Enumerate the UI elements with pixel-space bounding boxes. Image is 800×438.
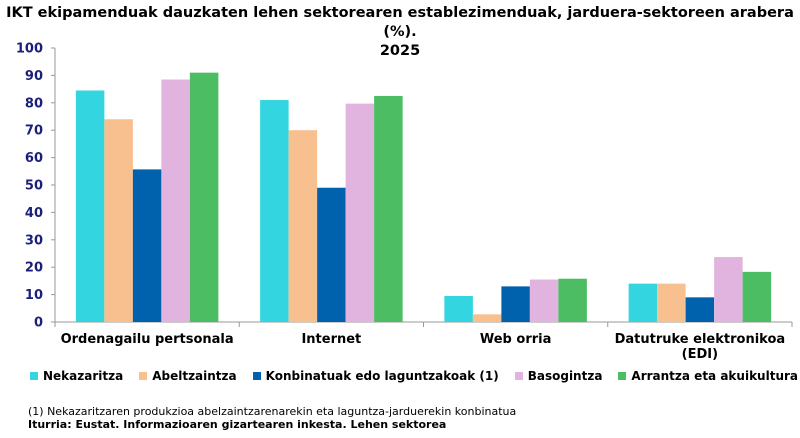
legend-label: Nekazaritza [43, 369, 124, 383]
legend-swatch [252, 372, 261, 380]
bar [501, 286, 530, 322]
bar [161, 79, 190, 322]
y-tick-label: 10 [25, 288, 43, 303]
bar [742, 271, 772, 322]
legend-item: Nekazaritza [30, 369, 123, 383]
legend-item: Abeltzaintza [139, 369, 237, 383]
y-tick-label: 70 [25, 124, 43, 139]
bar [317, 187, 346, 322]
chart-title: IKT ekipamenduak dauzkaten lehen sektore… [0, 4, 800, 61]
y-tick-label: 40 [25, 206, 43, 221]
legend-swatch [30, 372, 38, 380]
bar [288, 130, 318, 322]
bar [714, 257, 743, 322]
bar [345, 103, 375, 322]
x-category-label: (EDI) [682, 347, 718, 362]
y-tick-label: 50 [25, 179, 43, 194]
y-tick-label: 0 [34, 316, 43, 331]
bar [132, 169, 162, 322]
legend-swatch [139, 372, 148, 380]
legend-item: Arrantza eta akuikultura [618, 369, 798, 383]
bar [260, 100, 289, 322]
footnote: (1) Nekazaritzaren produkzioa abelzaintz… [28, 405, 517, 418]
y-tick-label: 20 [25, 261, 43, 276]
legend-label: Arrantza eta akuikultura [631, 369, 798, 383]
legend-item: Basogintza [514, 369, 603, 383]
chart-title-line-2: 2025 [379, 43, 421, 59]
x-category-label: Ordenagailu pertsonala [61, 332, 234, 347]
legend-label: Basogintza [527, 369, 603, 383]
bar [685, 297, 715, 322]
y-tick-label: 80 [25, 96, 43, 111]
legend-item: Konbinatuak edo laguntzakoak (1) [252, 369, 499, 383]
y-tick-label: 30 [25, 233, 43, 248]
legend: Nekazaritza Abeltzaintza Konbinatuak edo l… [30, 369, 800, 383]
bar [189, 72, 219, 322]
y-tick-label: 100 [16, 42, 43, 57]
x-category-label: Web orria [480, 332, 552, 347]
x-category-label: Internet [301, 332, 361, 347]
x-category-label: Datutruke elektronikoa [615, 332, 786, 347]
bar [628, 283, 658, 322]
legend-swatch [514, 372, 523, 380]
chart-title-line-1: IKT ekipamenduak dauzkaten lehen sektore… [6, 5, 794, 40]
bar [374, 95, 403, 322]
y-tick-label: 90 [25, 69, 43, 84]
source-note: Iturria: Eustat. Informazioaren gizartea… [28, 418, 447, 431]
legend-swatch [618, 372, 627, 380]
bar [529, 279, 559, 322]
bar [444, 295, 473, 322]
bar [657, 283, 686, 322]
legend-label: Konbinatuak edo laguntzakoak (1) [265, 369, 499, 383]
bar [75, 90, 105, 322]
legend-label: Abeltzaintza [152, 369, 237, 383]
y-tick-label: 60 [25, 151, 43, 166]
bar [104, 119, 133, 323]
bar [558, 278, 587, 322]
bar [472, 314, 502, 322]
